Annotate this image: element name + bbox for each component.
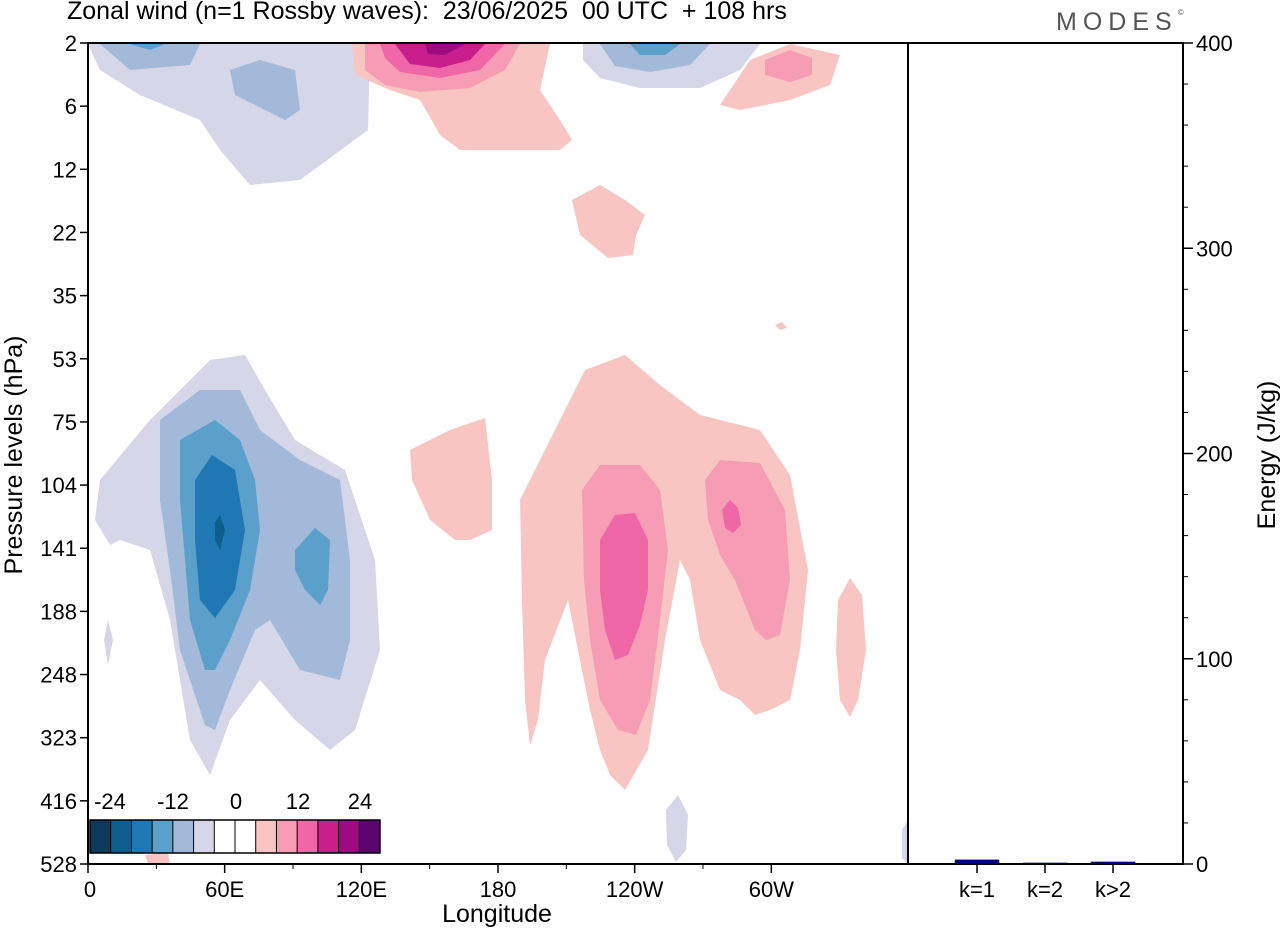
category-label: k=2 [1027,877,1063,902]
colorbar-swatch [276,820,298,853]
category-label: k=1 [959,877,995,902]
y-tick-label: 141 [40,536,77,561]
x-tick-label: 180 [480,877,517,902]
x-tick-label: 120W [606,877,664,902]
energy-tick-label: 400 [1196,31,1233,56]
y-tick-label: 35 [53,284,77,309]
modes-logo: MODES© [1056,8,1184,37]
y-tick-label: 22 [53,220,77,245]
colorbar-swatch [297,820,319,853]
energy-bars [954,859,1136,865]
colorbar-swatch [317,820,340,853]
colorbar-swatch [359,820,381,853]
colorbar-swatch [214,820,236,853]
y-axis-title: Pressure levels (hPa) [0,336,28,575]
x-tick-label: 60W [749,877,794,902]
x-axis-title: Longitude [442,900,552,928]
energy-tick-label: 0 [1196,852,1208,877]
colorbar-label: -12 [157,789,189,814]
y-tick-label: 416 [40,789,77,814]
energy-bar [1090,861,1136,865]
y-tick-label: 323 [40,726,77,751]
longitude-axis: 0 60E 120E 180 120W 60W [84,864,794,902]
colorbar-frame [89,819,381,854]
energy-axis: 0 100 200 300 400 [1183,31,1233,877]
pressure-axis: 2 6 12 22 35 53 75 104 141 188 248 323 416 528 [40,31,88,877]
negative-anomalies [88,44,908,864]
colorbar-label: 24 [348,789,372,814]
positive-anomalies [145,44,866,864]
colorbar-swatch [110,820,132,853]
category-label: k>2 [1095,877,1131,902]
y-tick-label: 75 [53,410,77,435]
colorbar-swatch [90,820,112,853]
colorbar-swatch [152,820,174,853]
y-tick-label: 2 [65,31,77,56]
colorbar-swatch [172,820,195,853]
colorbar-label: 12 [286,789,310,814]
colorbar-label: 0 [230,789,242,814]
energy-tick-label: 100 [1196,647,1233,672]
wavenumber-axis: k=1 k=2 k>2 [959,864,1131,902]
logo-text: MODES [1056,8,1178,36]
colorbar: -24 -12 0 12 24 [89,789,381,854]
colorbar-swatch [193,820,215,853]
colorbar-swatch [235,820,257,853]
chart-title: Zonal wind (n=1 Rossby waves): 23/06/202… [67,0,787,25]
logo-mark: © [1177,8,1184,17]
y-tick-label: 53 [53,347,77,372]
colorbar-swatch [255,820,277,853]
y-tick-label: 528 [40,852,77,877]
x-tick-label: 0 [84,877,96,902]
y-tick-label: 12 [53,157,77,182]
energy-axis-title: Energy (J/kg) [1253,381,1280,530]
contour-field [88,44,908,864]
energy-tick-label: 300 [1196,236,1233,261]
energy-frame [907,42,1184,865]
y-tick-label: 248 [40,663,77,688]
energy-bar [954,859,1000,865]
energy-tick-label: 200 [1196,442,1233,467]
y-tick-label: 188 [40,599,77,624]
x-tick-label: 120E [336,877,387,902]
x-tick-label: 60E [205,877,244,902]
colorbar-swatch [338,820,360,853]
y-tick-label: 6 [65,94,77,119]
energy-bar [1022,862,1068,865]
y-tick-label: 104 [40,473,77,498]
colorbar-label: -24 [94,789,126,814]
colorbar-swatch [131,820,153,853]
